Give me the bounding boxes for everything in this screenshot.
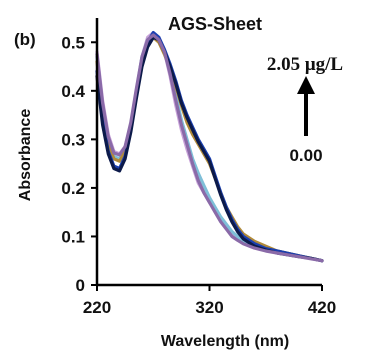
series-line-6 xyxy=(95,33,324,263)
annotation-bottom-label: 0.00 xyxy=(289,146,322,165)
y-tick-label: 0.1 xyxy=(61,227,85,246)
y-tick-label: 0 xyxy=(76,276,85,295)
chart-title: AGS-Sheet xyxy=(168,14,262,34)
x-axis-title: Wavelength (nm) xyxy=(161,333,289,350)
y-tick-label: 0.4 xyxy=(61,82,85,101)
plot-area: 0 0.1 0.2 0.3 0.4 0.5 220 320 420 xyxy=(61,18,336,317)
x-tick-label: 420 xyxy=(308,298,336,317)
x-tick-label: 320 xyxy=(195,298,223,317)
y-tick-label: 0.2 xyxy=(61,179,85,198)
annotation-top-label: 2.05 μg/L xyxy=(267,54,343,75)
x-tick-label: 220 xyxy=(83,298,111,317)
y-axis-title: Absorbance xyxy=(17,109,34,202)
y-tick-label: 0.3 xyxy=(61,130,85,149)
y-tick-label: 0.5 xyxy=(61,33,85,52)
panel-label: (b) xyxy=(14,30,36,49)
annotation-arrow-head xyxy=(297,76,315,94)
